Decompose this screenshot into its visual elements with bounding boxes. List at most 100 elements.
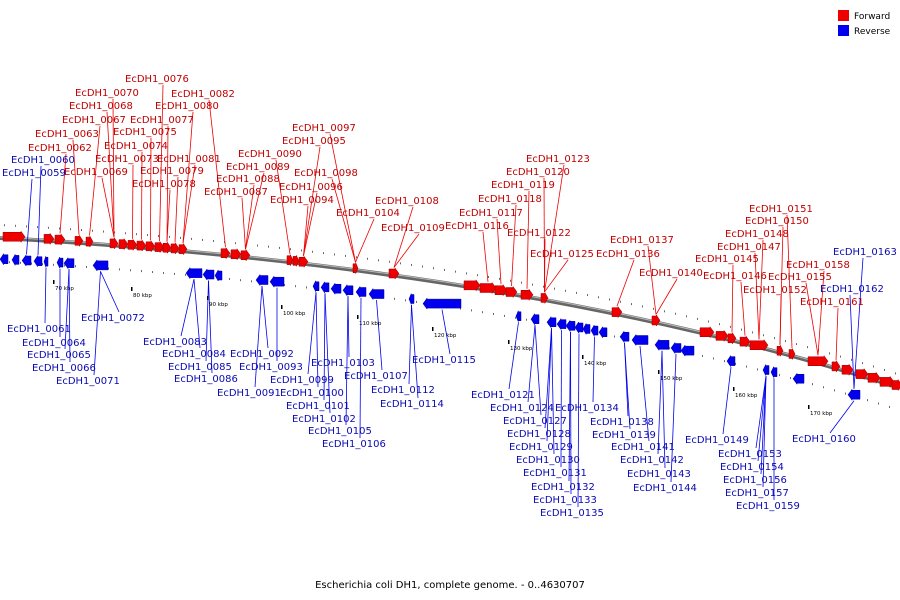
forward-gene-label[interactable]: EcDH1_0077 (130, 115, 194, 126)
forward-gene-arrow[interactable] (715, 329, 729, 343)
forward-gene-label[interactable]: EcDH1_0074 (104, 141, 168, 152)
forward-gene-arrow[interactable] (505, 285, 518, 299)
reverse-gene-arrow[interactable] (255, 273, 269, 287)
forward-gene-label[interactable]: EcDH1_0096 (279, 182, 343, 193)
reverse-gene-arrow[interactable] (56, 256, 64, 269)
forward-gene-arrow[interactable] (118, 237, 129, 251)
reverse-gene-label[interactable]: EcDH1_0129 (509, 442, 573, 453)
reverse-gene-label[interactable]: EcDH1_0128 (507, 429, 571, 440)
reverse-gene-label[interactable]: EcDH1_0060 (11, 155, 75, 166)
forward-gene-arrow[interactable] (127, 238, 138, 252)
reverse-gene-label[interactable]: EcDH1_0115 (412, 355, 476, 366)
forward-gene-arrow[interactable] (749, 338, 769, 352)
forward-gene-label[interactable]: EcDH1_0089 (226, 162, 290, 173)
forward-gene-arrow[interactable] (651, 314, 661, 327)
reverse-gene-label[interactable]: EcDH1_0071 (56, 376, 120, 387)
forward-gene-label[interactable]: EcDH1_0075 (113, 127, 177, 138)
forward-gene-label[interactable]: EcDH1_0140 (639, 268, 703, 279)
forward-gene-label[interactable]: EcDH1_0136 (596, 249, 660, 260)
reverse-gene-arrow[interactable] (847, 388, 861, 401)
reverse-gene-label[interactable]: EcDH1_0156 (723, 475, 787, 486)
reverse-gene-label[interactable]: EcDH1_0132 (531, 482, 595, 493)
forward-gene-label[interactable]: EcDH1_0116 (445, 221, 509, 232)
forward-gene-arrow[interactable] (109, 237, 119, 250)
reverse-gene-label[interactable]: EcDH1_0142 (620, 455, 684, 466)
forward-gene-label[interactable]: EcDH1_0088 (216, 174, 280, 185)
forward-gene-arrow[interactable] (479, 281, 497, 295)
reverse-gene-label[interactable]: EcDH1_0091 (217, 388, 281, 399)
reverse-gene-label[interactable]: EcDH1_0144 (633, 483, 697, 494)
forward-gene-label[interactable]: EcDH1_0073 (95, 154, 159, 165)
reverse-gene-label[interactable]: EcDH1_0086 (174, 374, 238, 385)
reverse-gene-arrow[interactable] (590, 324, 599, 337)
reverse-gene-arrow[interactable] (598, 325, 608, 339)
forward-gene-arrow[interactable] (540, 291, 549, 305)
forward-gene-arrow[interactable] (788, 348, 796, 360)
reverse-gene-arrow[interactable] (330, 282, 342, 295)
reverse-gene-arrow[interactable] (770, 366, 778, 378)
reverse-gene-label[interactable]: EcDH1_0134 (555, 403, 619, 414)
reverse-gene-label[interactable]: EcDH1_0065 (27, 350, 91, 361)
forward-gene-label[interactable]: EcDH1_0158 (786, 260, 850, 271)
forward-gene-label[interactable]: EcDH1_0151 (749, 204, 813, 215)
reverse-gene-arrow[interactable] (355, 285, 367, 299)
forward-gene-arrow[interactable] (162, 241, 172, 255)
reverse-gene-label[interactable]: EcDH1_0133 (533, 495, 597, 506)
forward-gene-label[interactable]: EcDH1_0123 (526, 154, 590, 165)
forward-gene-arrow[interactable] (286, 254, 294, 266)
reverse-gene-label[interactable]: EcDH1_0157 (725, 488, 789, 499)
reverse-gene-label[interactable]: EcDH1_0124 (490, 403, 554, 414)
reverse-gene-arrow[interactable] (368, 287, 385, 301)
forward-gene-arrow[interactable] (170, 242, 180, 255)
forward-gene-label[interactable]: EcDH1_0094 (270, 195, 334, 206)
reverse-gene-label[interactable]: EcDH1_0107 (344, 371, 408, 382)
reverse-gene-arrow[interactable] (631, 333, 649, 347)
reverse-gene-label[interactable]: EcDH1_0066 (32, 363, 96, 374)
forward-gene-arrow[interactable] (739, 335, 751, 348)
forward-gene-arrow[interactable] (136, 239, 147, 252)
reverse-gene-label[interactable]: EcDH1_0101 (286, 401, 350, 412)
forward-gene-arrow[interactable] (292, 255, 300, 267)
reverse-gene-arrow[interactable] (342, 283, 354, 297)
forward-gene-label[interactable]: EcDH1_0125 (530, 249, 594, 260)
forward-gene-arrow[interactable] (611, 305, 623, 319)
forward-gene-arrow[interactable] (220, 246, 231, 260)
reverse-gene-arrow[interactable] (92, 259, 109, 272)
reverse-gene-arrow[interactable] (530, 312, 540, 326)
reverse-gene-arrow[interactable] (408, 293, 415, 305)
forward-gene-label[interactable]: EcDH1_0068 (69, 101, 133, 112)
forward-gene-label[interactable]: EcDH1_0079 (140, 166, 204, 177)
reverse-gene-label[interactable]: EcDH1_0099 (270, 375, 334, 386)
reverse-gene-label[interactable]: EcDH1_0085 (168, 362, 232, 373)
reverse-gene-arrow[interactable] (0, 252, 9, 266)
forward-gene-arrow[interactable] (388, 267, 400, 280)
reverse-gene-label[interactable]: EcDH1_0135 (540, 508, 604, 519)
forward-gene-arrow[interactable] (807, 354, 829, 368)
reverse-gene-label[interactable]: EcDH1_0061 (7, 324, 71, 335)
reverse-gene-label[interactable]: EcDH1_0083 (143, 337, 207, 348)
reverse-gene-label[interactable]: EcDH1_0141 (611, 442, 675, 453)
forward-gene-label[interactable]: EcDH1_0148 (725, 229, 789, 240)
forward-gene-arrow[interactable] (891, 378, 900, 392)
reverse-gene-label[interactable]: EcDH1_0121 (471, 390, 535, 401)
reverse-gene-arrow[interactable] (33, 254, 43, 268)
forward-gene-arrow[interactable] (74, 234, 84, 248)
forward-gene-label[interactable]: EcDH1_0069 (64, 167, 128, 178)
forward-gene-label[interactable]: EcDH1_0146 (703, 271, 767, 282)
forward-gene-label[interactable]: EcDH1_0109 (381, 223, 445, 234)
forward-gene-label[interactable]: EcDH1_0117 (459, 208, 523, 219)
forward-gene-arrow[interactable] (54, 233, 66, 246)
reverse-gene-arrow[interactable] (556, 317, 567, 331)
reverse-gene-label[interactable]: EcDH1_0143 (627, 469, 691, 480)
forward-gene-arrow[interactable] (2, 230, 26, 244)
forward-gene-label[interactable]: EcDH1_0063 (35, 129, 99, 140)
reverse-gene-label[interactable]: EcDH1_0106 (322, 439, 386, 450)
reverse-gene-arrow[interactable] (565, 319, 576, 333)
reverse-gene-label[interactable]: EcDH1_0162 (820, 284, 884, 295)
forward-gene-arrow[interactable] (727, 332, 737, 345)
forward-gene-label[interactable]: EcDH1_0087 (204, 187, 268, 198)
reverse-gene-label[interactable]: EcDH1_0059 (2, 168, 66, 179)
forward-gene-arrow[interactable] (154, 240, 165, 254)
forward-gene-arrow[interactable] (145, 240, 156, 253)
reverse-gene-label[interactable]: EcDH1_0105 (308, 426, 372, 437)
